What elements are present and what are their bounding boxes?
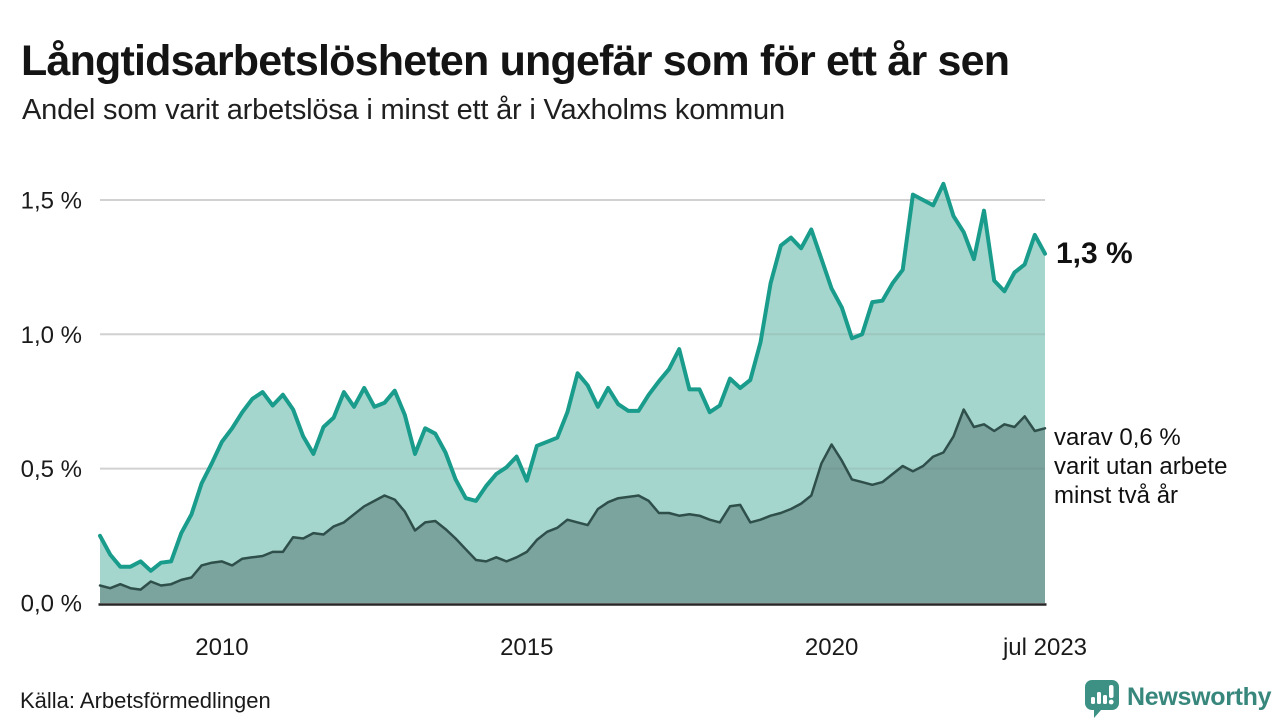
x-tick-label: jul 2023: [1002, 634, 1087, 661]
annotation-two-year-share: varav 0,6 % varit utan arbete minst två …: [1054, 423, 1227, 510]
series-2-line: [98, 408, 1047, 591]
source-note: Källa: Arbetsförmedlingen: [20, 688, 271, 713]
y-tick-label: 0,5 %: [21, 456, 82, 483]
annotation-two-year-line1: varav 0,6 %: [1054, 424, 1181, 451]
series-2-area: [100, 409, 1045, 603]
x-tick-label: 2020: [805, 634, 858, 661]
page-subtitle: Andel som varit arbetslösa i minst ett å…: [22, 94, 785, 126]
y-tick-label: 0,0 %: [21, 591, 82, 618]
annotation-latest-value: 1,3 %: [1056, 237, 1133, 270]
series-1-line: [98, 181, 1047, 573]
page-title: Långtidsarbetslösheten ungefär som för e…: [21, 36, 1010, 85]
y-tick-label: 1,5 %: [21, 187, 82, 214]
annotation-two-year-line3: minst två år: [1054, 482, 1179, 509]
annotation-two-year-line2: varit utan arbete: [1054, 453, 1228, 480]
y-tick-label: 1,0 %: [21, 322, 82, 349]
newsworthy-logo: Newsworthy: [1085, 680, 1272, 718]
newsworthy-logo-text: Newsworthy: [1127, 683, 1272, 711]
x-tick-label: 2010: [195, 634, 248, 661]
newsworthy-logo-icon: [1085, 680, 1119, 718]
x-tick-label: 2015: [500, 634, 553, 661]
